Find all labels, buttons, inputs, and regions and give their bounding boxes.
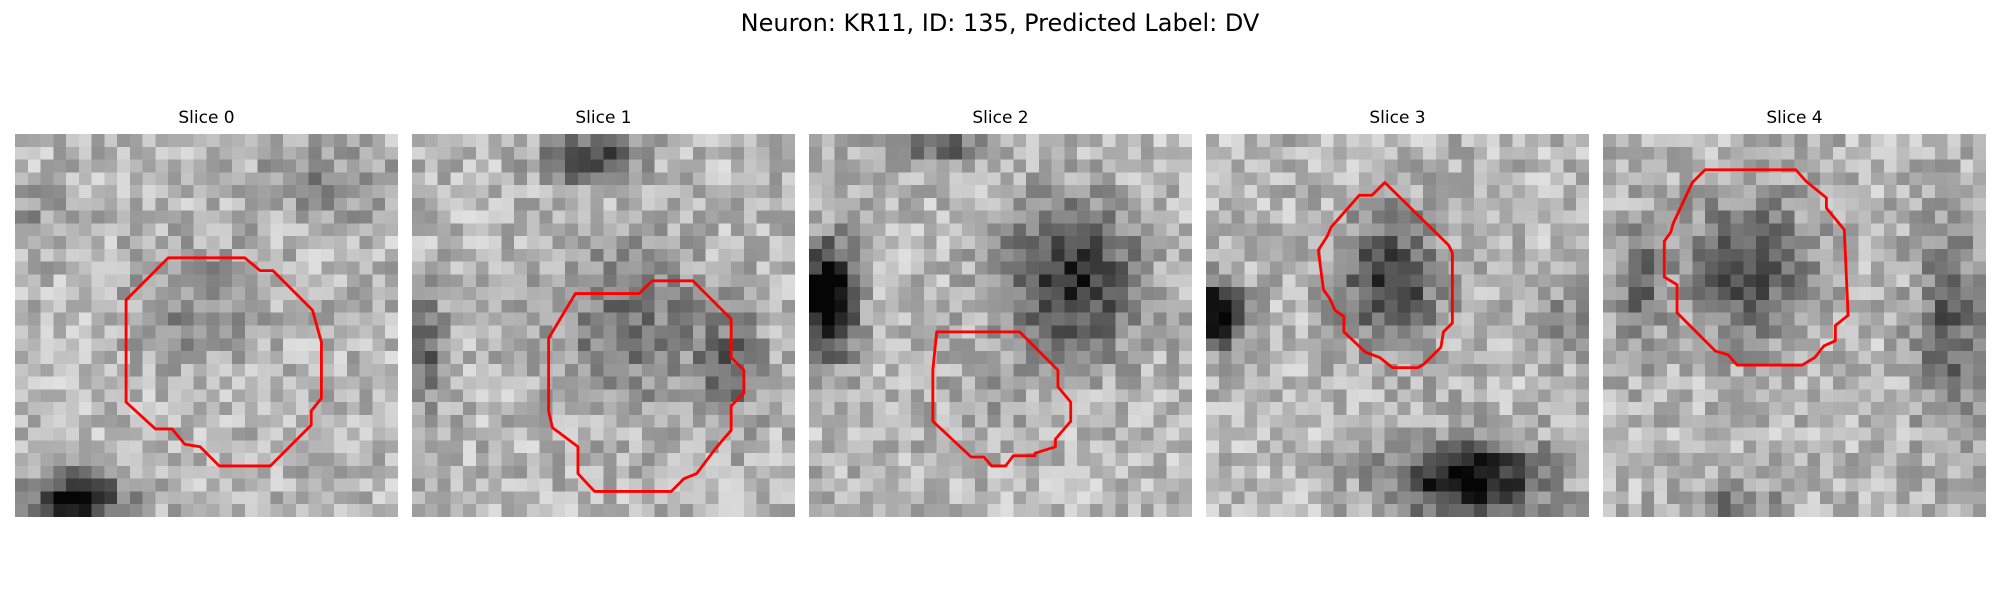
slice-image-1: [412, 134, 795, 517]
slice-image-3: [1206, 134, 1589, 517]
slice-title-0: Slice 0: [178, 108, 235, 128]
slice-title-4: Slice 4: [1766, 108, 1823, 128]
slice-image-2: [809, 134, 1192, 517]
roi-contour-2: [931, 330, 1073, 468]
roi-contour-4: [1662, 168, 1850, 367]
roi-contour-3: [1316, 181, 1454, 370]
slice-panel-4: Slice 4: [1603, 108, 1986, 517]
slice-panel-0: Slice 0: [15, 108, 398, 517]
slice-image-0: [15, 134, 398, 517]
slice-panel-1: Slice 1: [412, 108, 795, 517]
slice-title-1: Slice 1: [575, 108, 632, 128]
roi-contour-0: [124, 256, 323, 468]
slice-title-2: Slice 2: [972, 108, 1029, 128]
roi-contour-1: [547, 279, 746, 493]
figure-title: Neuron: KR11, ID: 135, Predicted Label: …: [740, 9, 1260, 37]
slice-title-3: Slice 3: [1369, 108, 1426, 128]
slice-image-4: [1603, 134, 1986, 517]
slice-panel-3: Slice 3: [1206, 108, 1589, 517]
slice-panel-2: Slice 2: [809, 108, 1192, 517]
